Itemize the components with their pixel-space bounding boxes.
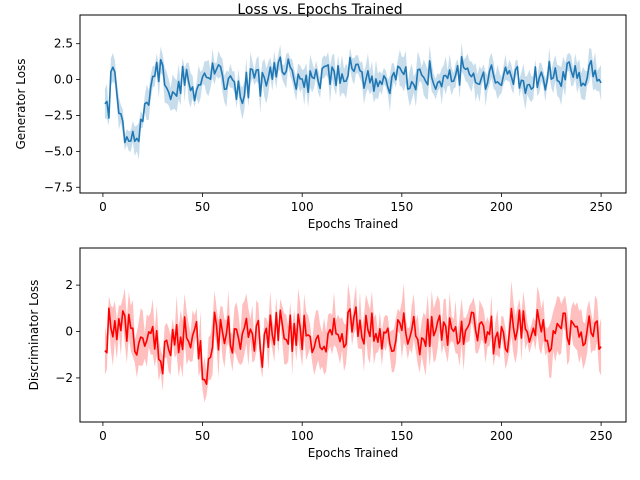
plot-area — [104, 280, 602, 403]
y-axis-label: Discriminator Loss — [27, 280, 41, 391]
y-tick-label: −5.0 — [44, 144, 73, 158]
y-axis-label: Generator Loss — [14, 58, 28, 149]
axes-frame — [79, 14, 627, 194]
x-tick-label: 200 — [490, 200, 513, 214]
y-tick-label: 2.5 — [54, 37, 73, 51]
plot-area — [104, 42, 602, 160]
y-tick-label: 2 — [65, 278, 73, 292]
x-tick-label: 250 — [590, 200, 613, 214]
x-tick-label: 250 — [590, 429, 613, 443]
x-tick-label: 150 — [390, 200, 413, 214]
series-line — [104, 55, 602, 144]
x-axis-label: Epochs Trained — [308, 217, 399, 231]
x-tick-label: 50 — [195, 200, 210, 214]
confidence-band — [104, 280, 602, 403]
x-tick-label: 100 — [291, 200, 314, 214]
figure-title: Loss vs. Epochs Trained — [237, 2, 402, 18]
y-tick-label: 0 — [65, 325, 73, 339]
x-tick-label: 200 — [490, 429, 513, 443]
discriminator-loss-plot: 0 50 100 150 200 250 −2 0 2 Epochs Trained Discrim… — [27, 247, 627, 460]
x-tick-label: 50 — [195, 429, 210, 443]
x-tick-label: 100 — [291, 429, 314, 443]
x-tick-label: 150 — [390, 429, 413, 443]
x-axis-label: Epochs Trained — [308, 446, 399, 460]
series-line — [104, 306, 602, 385]
y-tick-label: −7.5 — [44, 180, 73, 194]
confidence-band — [104, 42, 602, 160]
y-tick-label: 0.0 — [54, 73, 73, 87]
x-tick-label: 0 — [99, 200, 107, 214]
y-tick-label: −2.5 — [44, 108, 73, 122]
y-tick-label: −2 — [55, 371, 73, 385]
axes-frame — [79, 247, 627, 423]
generator-loss-plot: 0 50 100 150 200 250 −7.5 −5.0 −2.5 0.0 2.5 Epochs … — [14, 14, 627, 231]
x-tick-label: 0 — [99, 429, 107, 443]
